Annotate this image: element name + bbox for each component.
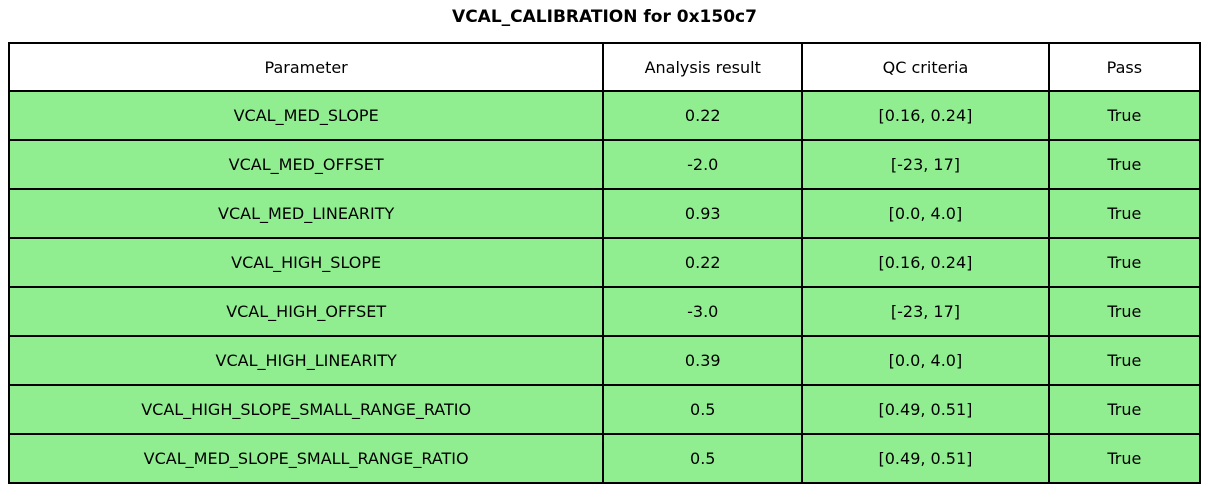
cell-qc-criteria: [0.16, 0.24]: [802, 238, 1049, 287]
cell-qc-criteria: [0.0, 4.0]: [802, 189, 1049, 238]
table-row: VCAL_MED_LINEARITY 0.93 [0.0, 4.0] True: [9, 189, 1200, 238]
cell-pass: True: [1048, 336, 1200, 385]
table-row: VCAL_HIGH_SLOPE_SMALL_RANGE_RATIO 0.5 [0…: [9, 385, 1200, 434]
table-header-row: Parameter Analysis result QC criteria Pa…: [9, 43, 1200, 91]
table-row: VCAL_HIGH_LINEARITY 0.39 [0.0, 4.0] True: [9, 336, 1200, 385]
column-header-analysis-result: Analysis result: [603, 43, 803, 91]
cell-pass: True: [1048, 189, 1200, 238]
cell-pass: True: [1048, 91, 1200, 140]
column-header-parameter: Parameter: [9, 43, 604, 91]
cell-parameter: VCAL_HIGH_LINEARITY: [9, 336, 604, 385]
cell-pass: True: [1048, 385, 1200, 434]
cell-pass: True: [1048, 238, 1200, 287]
cell-pass: True: [1048, 140, 1200, 189]
cell-parameter: VCAL_HIGH_SLOPE_SMALL_RANGE_RATIO: [9, 385, 604, 434]
table-row: VCAL_MED_SLOPE 0.22 [0.16, 0.24] True: [9, 91, 1200, 140]
qc-results-table: Parameter Analysis result QC criteria Pa…: [8, 42, 1201, 484]
cell-qc-criteria: [0.0, 4.0]: [802, 336, 1049, 385]
cell-analysis-result: 0.93: [603, 189, 803, 238]
cell-parameter: VCAL_MED_SLOPE: [9, 91, 604, 140]
cell-parameter: VCAL_HIGH_SLOPE: [9, 238, 604, 287]
cell-parameter: VCAL_MED_OFFSET: [9, 140, 604, 189]
cell-qc-criteria: [0.49, 0.51]: [802, 385, 1049, 434]
cell-pass: True: [1048, 287, 1200, 336]
cell-analysis-result: -3.0: [603, 287, 803, 336]
cell-qc-criteria: [-23, 17]: [802, 287, 1049, 336]
cell-qc-criteria: [-23, 17]: [802, 140, 1049, 189]
column-header-pass: Pass: [1048, 43, 1200, 91]
cell-parameter: VCAL_MED_LINEARITY: [9, 189, 604, 238]
page-title: VCAL_CALIBRATION for 0x150c7: [452, 7, 757, 27]
cell-analysis-result: 0.39: [603, 336, 803, 385]
cell-analysis-result: 0.22: [603, 238, 803, 287]
table-row: VCAL_HIGH_OFFSET -3.0 [-23, 17] True: [9, 287, 1200, 336]
cell-analysis-result: -2.0: [603, 140, 803, 189]
cell-qc-criteria: [0.16, 0.24]: [802, 91, 1049, 140]
cell-analysis-result: 0.22: [603, 91, 803, 140]
table-row: VCAL_MED_OFFSET -2.0 [-23, 17] True: [9, 140, 1200, 189]
table-row: VCAL_MED_SLOPE_SMALL_RANGE_RATIO 0.5 [0.…: [9, 434, 1200, 483]
cell-parameter: VCAL_MED_SLOPE_SMALL_RANGE_RATIO: [9, 434, 604, 483]
table-row: VCAL_HIGH_SLOPE 0.22 [0.16, 0.24] True: [9, 238, 1200, 287]
cell-qc-criteria: [0.49, 0.51]: [802, 434, 1049, 483]
column-header-qc-criteria: QC criteria: [802, 43, 1049, 91]
cell-parameter: VCAL_HIGH_OFFSET: [9, 287, 604, 336]
cell-pass: True: [1048, 434, 1200, 483]
cell-analysis-result: 0.5: [603, 434, 803, 483]
cell-analysis-result: 0.5: [603, 385, 803, 434]
